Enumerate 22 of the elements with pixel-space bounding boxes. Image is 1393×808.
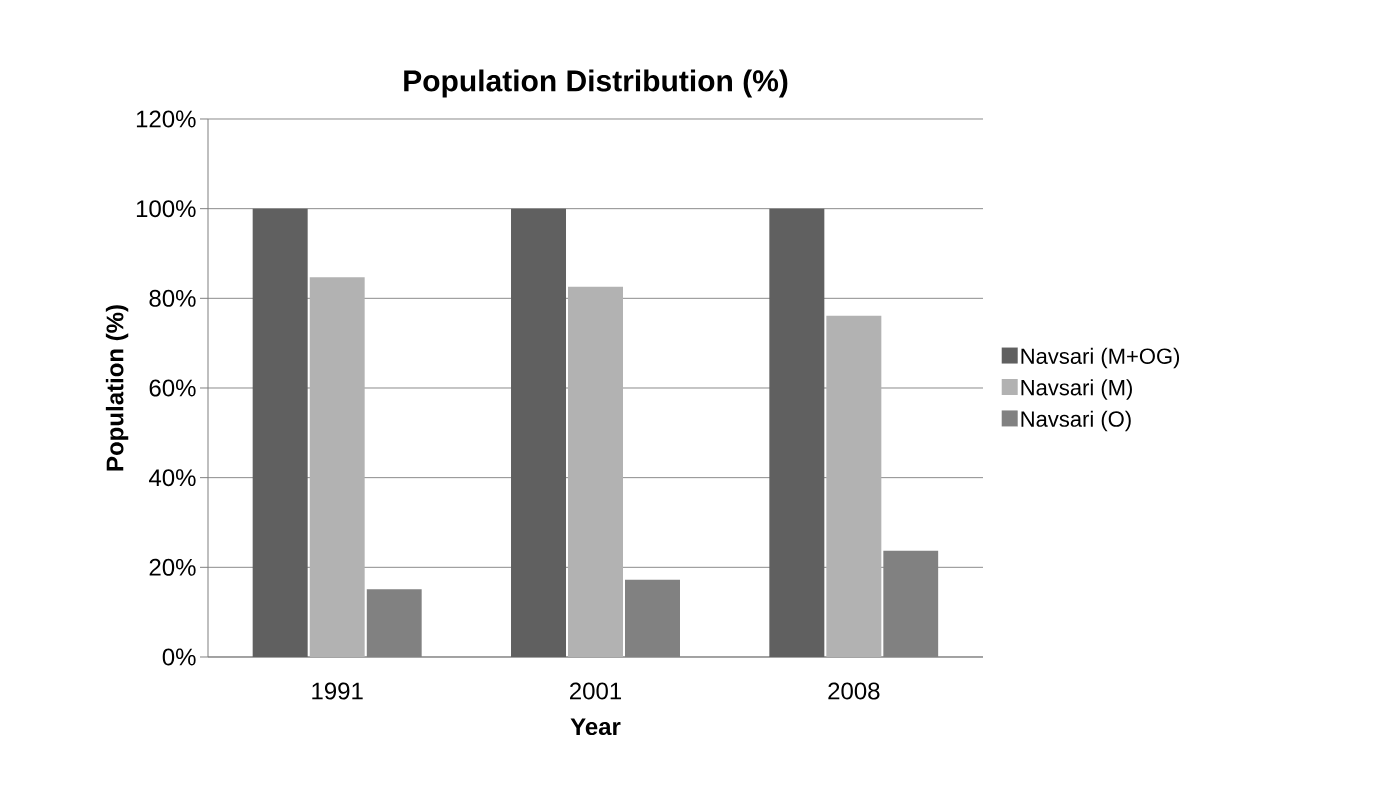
y-tick-label: 80%	[149, 289, 196, 307]
y-axis-title: Population (%)	[105, 305, 129, 471]
y-tick-label: 0%	[162, 648, 196, 666]
x-axis-title: Year	[570, 718, 621, 736]
bar	[309, 277, 365, 657]
legend-label: Navsari (M+OG)	[1021, 347, 1180, 369]
x-tick-label: 2008	[828, 682, 880, 700]
legend-label: Navsari (O)	[1021, 410, 1131, 432]
y-tick-label: 20%	[149, 558, 196, 576]
bar	[252, 208, 308, 657]
x-tick-label: 2001	[570, 682, 622, 700]
bar	[511, 208, 567, 657]
chart-title: Population Distribution (%)	[404, 69, 788, 98]
legend-label: Navsari (M)	[1021, 379, 1132, 400]
y-tick-label: 60%	[149, 379, 196, 397]
bar	[826, 315, 882, 657]
y-tick-label: 120%	[136, 110, 196, 128]
y-tick-label: 40%	[148, 469, 196, 487]
bar	[769, 208, 825, 657]
x-tick-label: 1991	[312, 682, 363, 700]
y-tick-label: 100%	[136, 200, 196, 218]
bar	[568, 286, 624, 657]
